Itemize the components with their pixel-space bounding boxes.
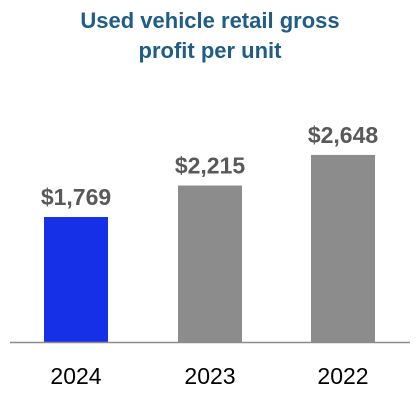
bars-layer <box>44 154 375 342</box>
value-label-2022: $2,648 <box>308 122 379 148</box>
x-tick-label-2024: 2024 <box>50 363 101 389</box>
x-tick-label-2023: 2023 <box>184 363 235 389</box>
value-label-2024: $1,769 <box>41 184 111 210</box>
bar-2022 <box>311 154 375 342</box>
value-label-2023: $2,215 <box>175 153 246 179</box>
value-labels-layer: $1,769 $2,215 $2,648 <box>41 122 379 210</box>
chart-title: Used vehicle retail gross profit per uni… <box>0 6 420 66</box>
x-tick-labels-layer: 2024 2023 2022 <box>50 363 368 389</box>
chart-title-line-1: Used vehicle retail gross <box>80 8 340 33</box>
x-tick-label-2022: 2022 <box>317 363 368 389</box>
chart-title-line-2: profit per unit <box>138 38 282 63</box>
bar-2023 <box>178 185 242 342</box>
bar-2024 <box>44 217 108 342</box>
